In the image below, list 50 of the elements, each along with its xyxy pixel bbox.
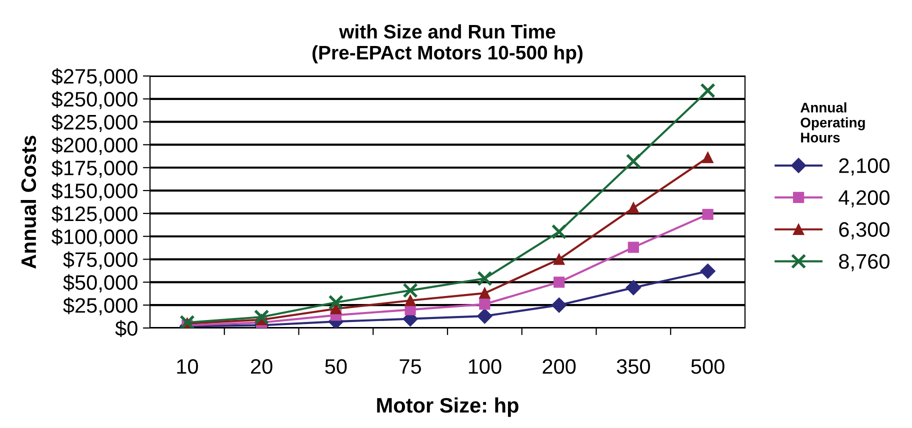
- point: [551, 298, 567, 313]
- y-tick-label: $25,000: [63, 297, 138, 316]
- point: [479, 298, 490, 310]
- y-tick-label: $75,000: [63, 251, 138, 270]
- legend-label: 4,200: [838, 190, 890, 208]
- point: [702, 208, 714, 220]
- legend-label: 6,300: [839, 222, 890, 240]
- x-tick-label: 350: [616, 359, 650, 374]
- point: [328, 294, 344, 310]
- y-tick-label: $125,000: [52, 206, 138, 224]
- point: [330, 303, 342, 314]
- point: [702, 152, 714, 164]
- y-tick-label: $50,000: [63, 274, 138, 292]
- y-axis-title: Annual Costs: [20, 136, 36, 269]
- point: [626, 154, 642, 169]
- point: [477, 308, 492, 324]
- point: [254, 309, 270, 325]
- y-tick-label: $0: [115, 320, 138, 337]
- point: [404, 294, 416, 306]
- x-tick-label: 75: [400, 359, 422, 374]
- y-tick-label: $250,000: [52, 91, 138, 110]
- point: [477, 270, 492, 286]
- x-tick-label: 500: [691, 359, 724, 374]
- point: [626, 280, 642, 296]
- x-tick-label: 50: [325, 359, 347, 374]
- point: [628, 202, 639, 214]
- x-tick-label: 100: [468, 359, 502, 374]
- point: [551, 224, 567, 240]
- x-tick-label: 20: [251, 359, 272, 374]
- point: [180, 314, 195, 328]
- point: [479, 288, 490, 299]
- y-tick-label: $100,000: [52, 228, 138, 247]
- y-tick-label: $200,000: [52, 136, 138, 155]
- y-tick-label: $150,000: [52, 182, 138, 201]
- point: [700, 264, 716, 279]
- x-tick-label: 200: [542, 359, 576, 374]
- chart-title: with Size and Run Time (Pre-EPAct Motors 10-500 hp): [312, 24, 583, 64]
- y-tick-label: $175,000: [52, 160, 138, 178]
- x-axis-title: Motor Size: hp: [377, 397, 518, 417]
- x-tick-label: 10: [177, 359, 198, 374]
- y-tick-label: $225,000: [52, 114, 138, 132]
- legend-title: Annual Operating Hours: [800, 102, 865, 142]
- point: [402, 282, 418, 298]
- point: [554, 254, 565, 265]
- legend-label: 2,100: [839, 158, 890, 176]
- point: [700, 83, 716, 98]
- legend-label: 8,760: [839, 254, 890, 272]
- point: [554, 276, 565, 288]
- y-tick-label: $275,000: [52, 68, 138, 86]
- point: [628, 242, 639, 253]
